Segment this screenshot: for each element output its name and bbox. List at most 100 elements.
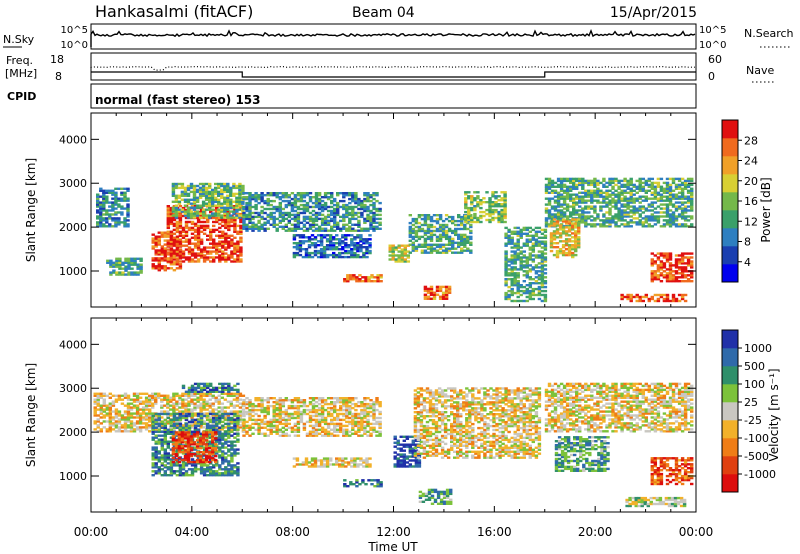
data-cell (565, 187, 570, 190)
data-cell (141, 406, 146, 409)
data-cell (181, 424, 185, 427)
data-cell (525, 276, 530, 279)
data-cell (236, 258, 240, 261)
data-cell (565, 203, 570, 206)
data-cell (254, 225, 258, 228)
data-cell (166, 458, 171, 461)
data-cell (198, 182, 203, 186)
data-cell (193, 252, 198, 255)
data-cell (151, 452, 155, 455)
data-cell (647, 209, 652, 212)
data-cell (108, 191, 112, 194)
data-cell (372, 211, 376, 215)
data-cell (223, 190, 227, 194)
data-cell (205, 412, 209, 415)
data-cell (118, 261, 122, 264)
data-cell (602, 221, 606, 224)
data-cell (540, 258, 545, 261)
data-cell (454, 229, 458, 233)
data-cell (135, 394, 140, 397)
data-cell (680, 276, 685, 279)
data-cell (463, 225, 467, 229)
data-cell (227, 226, 231, 230)
data-cell (356, 255, 360, 259)
data-cell (157, 237, 162, 240)
data-cell (349, 274, 353, 277)
data-cell (344, 255, 348, 259)
data-cell (565, 189, 570, 192)
data-cell (190, 260, 195, 263)
data-cell (114, 430, 119, 433)
data-cell (364, 278, 368, 281)
data-cell (584, 195, 588, 198)
data-cell (608, 193, 612, 196)
data-cell (656, 278, 661, 281)
data-cell (154, 396, 158, 399)
data-cell (217, 210, 221, 213)
data-cell (339, 215, 343, 219)
data-cell (644, 197, 649, 200)
data-cell (169, 404, 173, 407)
data-cell (154, 442, 158, 445)
data-cell (632, 193, 636, 196)
data-cell (572, 209, 576, 212)
data-cell (638, 195, 642, 198)
data-cell (647, 189, 652, 192)
data-cell (189, 206, 194, 209)
data-cell (593, 217, 597, 220)
data-cell (504, 293, 508, 297)
data-cell (235, 404, 240, 407)
data-cell (444, 293, 449, 296)
data-cell (117, 420, 122, 423)
data-cell (626, 181, 630, 185)
data-cell (464, 197, 468, 200)
data-cell (674, 201, 679, 204)
data-cell (174, 182, 179, 186)
data-cell (620, 217, 624, 220)
data-cell (220, 206, 224, 209)
data-cell (562, 199, 567, 202)
data-cell (263, 211, 267, 215)
data-cell (224, 242, 228, 245)
data-cell (590, 189, 594, 192)
data-cell (154, 402, 158, 405)
data-cell (357, 229, 361, 232)
data-cell (154, 428, 158, 431)
data-cell (460, 223, 464, 227)
data-cell (567, 234, 572, 237)
data-cell (241, 184, 245, 188)
data-cell (190, 242, 195, 245)
data-cell (677, 258, 682, 261)
data-cell (215, 208, 219, 212)
data-cell (632, 207, 636, 210)
data-cell (611, 187, 615, 190)
data-cell (102, 195, 106, 198)
data-cell (504, 264, 508, 267)
data-cell (96, 193, 100, 196)
data-cell (464, 199, 468, 202)
data-cell (233, 222, 237, 226)
data-cell (510, 291, 514, 295)
data-cell (214, 196, 218, 199)
data-cell (479, 220, 483, 224)
data-cell (441, 229, 446, 233)
data-cell (93, 428, 97, 431)
data-cell (366, 229, 370, 232)
data-cell (181, 416, 186, 420)
data-cell (138, 408, 143, 411)
data-cell (195, 188, 200, 192)
data-cell (565, 195, 570, 198)
data-cell (556, 191, 561, 194)
data-cell (99, 225, 103, 228)
data-cell (336, 227, 340, 230)
data-cell (342, 192, 346, 195)
data-cell (293, 196, 298, 199)
data-cell (620, 191, 624, 194)
data-cell (215, 246, 219, 249)
data-cell (169, 422, 173, 425)
data-cell (516, 285, 520, 289)
data-cell (172, 414, 177, 418)
data-cell (245, 201, 249, 205)
data-cell (605, 221, 609, 224)
data-cell (218, 244, 222, 247)
